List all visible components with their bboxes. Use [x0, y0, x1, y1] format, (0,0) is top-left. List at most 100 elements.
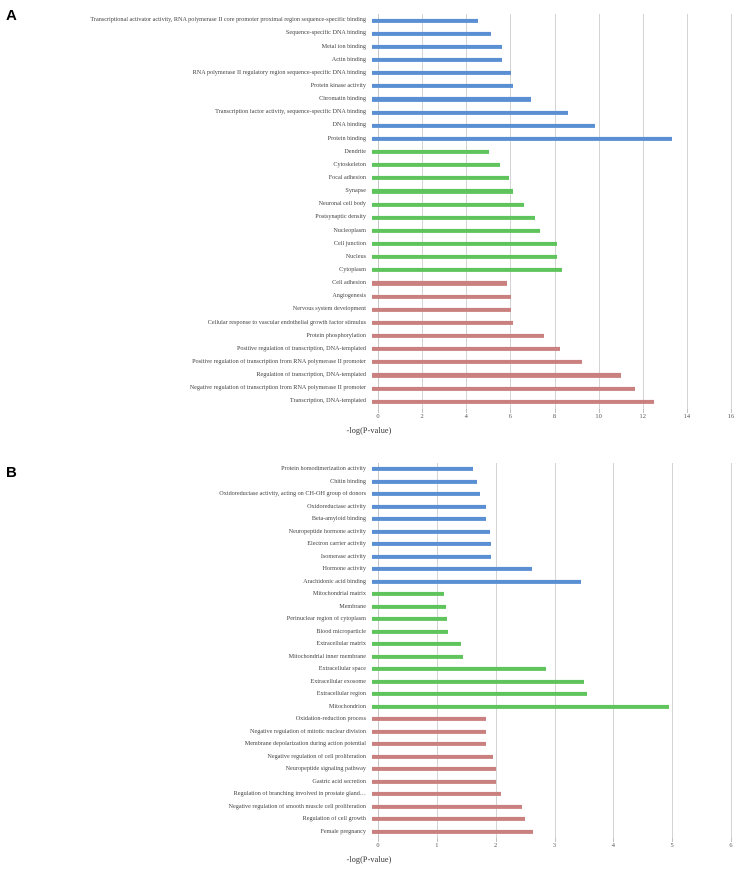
table-row: Isomerase activity — [0, 551, 738, 564]
axis-tick — [466, 408, 468, 413]
bar-track — [372, 776, 738, 789]
category-label: Protein binding — [327, 135, 366, 142]
axis-tick — [510, 408, 512, 413]
category-label: Neuronal cell body — [318, 201, 366, 208]
bar-mf — [372, 294, 511, 299]
bar-cc — [372, 149, 489, 155]
axis-tick-label: 5 — [670, 842, 674, 849]
bar-cc — [372, 268, 562, 273]
bar-track — [372, 132, 738, 145]
category-label: Female pregnancy — [320, 828, 366, 835]
chart-a: Transcriptional activator activity, RNA … — [0, 14, 738, 435]
bar-bp — [372, 504, 487, 509]
table-row: Regulation of transcription, DNA-templat… — [0, 369, 738, 382]
bar-track — [372, 476, 738, 489]
x-axis-title: -log(P-value) — [346, 855, 392, 864]
axis-tick — [613, 838, 615, 842]
bar-cc — [372, 667, 546, 672]
table-row: Perinuclear region of cytoplasm — [0, 613, 738, 626]
bar-mf — [372, 792, 502, 797]
category-label: Blood microparticle — [316, 628, 366, 635]
bar-track — [372, 277, 738, 290]
table-row: Cell adhesion — [0, 277, 738, 290]
table-row: Synapse — [0, 185, 738, 198]
bar-mf — [372, 333, 545, 339]
category-label: Negative regulation of mitotic nuclear d… — [250, 728, 366, 735]
bar-bp — [372, 467, 474, 472]
bar-track — [372, 382, 738, 395]
axis-tick — [422, 408, 424, 413]
table-row: Blood microparticle — [0, 626, 738, 639]
axis-tick-label: 6 — [508, 412, 512, 420]
axis-tick-label: 16 — [727, 412, 735, 420]
table-row: Cellular response to vascular endothelia… — [0, 316, 738, 329]
bar-track — [372, 663, 738, 676]
bar-bp — [372, 44, 503, 49]
bar-track — [372, 172, 738, 185]
table-row: Extracellular space — [0, 663, 738, 676]
category-label: Nervous system development — [292, 306, 366, 313]
bar-track — [372, 688, 738, 701]
bar-bp — [372, 110, 569, 115]
category-label: Negative regulation of cell proliferatio… — [267, 753, 366, 760]
table-row: Metal ion binding — [0, 40, 738, 53]
bar-track — [372, 501, 738, 514]
bar-bp — [372, 18, 478, 23]
chart-b: Protein homodimerization activity Chitin … — [0, 463, 738, 864]
table-row: Transcription factor activity, sequence-… — [0, 106, 738, 119]
category-label: Gastric acid secretion — [312, 778, 366, 785]
bar-track — [372, 676, 738, 689]
axis-tick-label: 6 — [729, 842, 733, 849]
table-row: RNA polymerase II regulatory region sequ… — [0, 67, 738, 80]
bar-mf — [372, 360, 582, 365]
axis-tick — [436, 838, 438, 842]
axis-tick-label: 10 — [595, 412, 602, 420]
category-label: Cellular response to vascular endothelia… — [207, 319, 366, 326]
bar-track — [372, 576, 738, 589]
bar-track — [372, 726, 738, 739]
category-label: Extracellular exosome — [310, 678, 367, 685]
table-row: Actin binding — [0, 53, 738, 66]
bar-track — [372, 463, 738, 476]
bar-track — [372, 488, 738, 501]
category-label: Regulation of branching involved in pros… — [233, 791, 366, 797]
table-row: Focal adhesion — [0, 172, 738, 185]
table-row: Regulation of branching involved in pros… — [0, 788, 738, 801]
category-label: Arachidonic acid binding — [303, 578, 366, 585]
bar-cc — [372, 592, 444, 597]
bar-track — [372, 588, 738, 601]
bar-cc — [372, 215, 536, 220]
category-label: Focal adhesion — [328, 175, 366, 181]
bar-track — [372, 198, 738, 211]
bar-cc — [372, 629, 449, 634]
bar-track — [372, 801, 738, 814]
bar-track — [372, 563, 738, 576]
table-row: Extracellular exosome — [0, 676, 738, 689]
bar-track — [372, 40, 738, 53]
x-axis: 0 1 2 3 4 5 6 -log(P-value) — [0, 838, 738, 864]
bar-bp — [372, 517, 487, 522]
bar-track — [372, 224, 738, 237]
table-row: Chitin binding — [0, 476, 738, 489]
bar-cc — [372, 604, 446, 609]
table-row: Membrane depolarization during action po… — [0, 738, 738, 751]
table-row: Sequence-specific DNA binding — [0, 27, 738, 40]
table-row: Chromatin binding — [0, 93, 738, 106]
bar-track — [372, 651, 738, 664]
category-label: Postsynaptic density — [315, 214, 366, 221]
table-row: Cytoskeleton — [0, 159, 738, 172]
bar-track — [372, 826, 738, 839]
axis-tick — [554, 408, 556, 413]
table-row: Mitochondrial inner membrane — [0, 651, 738, 664]
table-row: Transcriptional activator activity, RNA … — [0, 14, 738, 27]
category-label: Mitochondrial inner membrane — [288, 653, 366, 660]
axis-tick-label: 4 — [464, 412, 468, 420]
bar-mf — [372, 307, 511, 312]
table-row: Cytoplasm — [0, 264, 738, 277]
bar-track — [372, 106, 738, 119]
axis-tick-label: 4 — [611, 842, 615, 849]
bar-bp — [372, 479, 478, 484]
table-row: Mitochondrial matrix — [0, 588, 738, 601]
axis-tick-label: 3 — [552, 842, 557, 849]
bar-mf — [372, 729, 486, 734]
